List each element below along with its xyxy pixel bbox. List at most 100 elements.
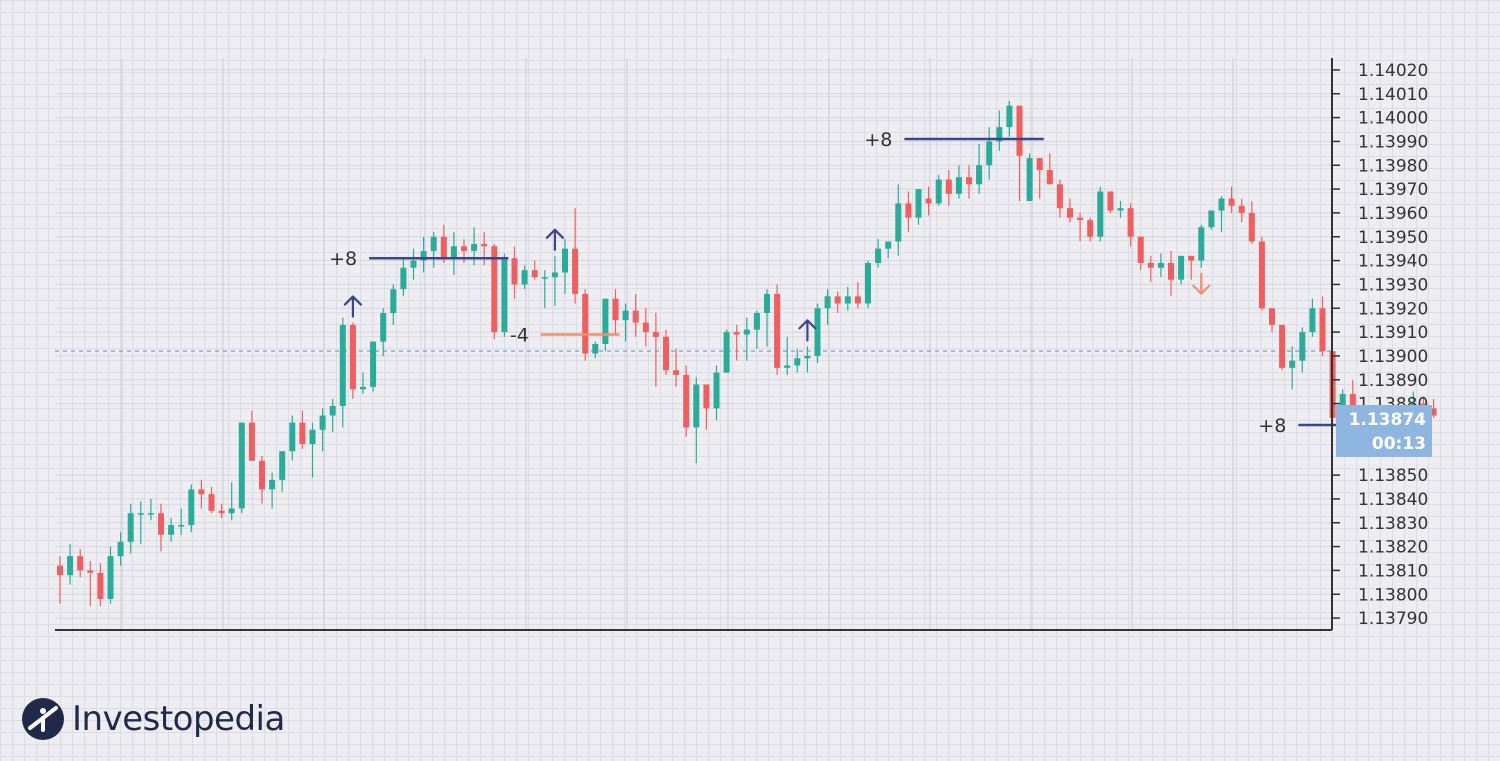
candle	[602, 298, 609, 352]
candle-body	[814, 308, 821, 356]
candle	[289, 415, 296, 461]
candle-body	[188, 489, 195, 526]
candle-body	[693, 384, 700, 428]
candle	[279, 451, 286, 492]
candle	[349, 322, 356, 399]
y-tick-label: 1.13990	[1358, 132, 1428, 152]
candle	[1036, 158, 1043, 199]
candle-body	[420, 251, 427, 261]
candle	[1107, 191, 1114, 213]
candle-body	[1269, 308, 1275, 325]
candle	[390, 284, 397, 325]
trade-label: +8	[864, 129, 892, 151]
candle-body	[966, 177, 972, 185]
candle-body	[834, 296, 841, 304]
candle	[1218, 196, 1225, 232]
candle-body	[329, 405, 336, 416]
candle-body	[723, 332, 730, 373]
y-tick-label: 1.13830	[1358, 514, 1428, 534]
candle	[1157, 253, 1164, 278]
current-price-tag-box	[1336, 405, 1432, 457]
candle-body	[1016, 105, 1023, 156]
candle-body	[147, 513, 154, 515]
y-tick-label: 1.13810	[1358, 561, 1428, 581]
candle	[87, 560, 94, 607]
candle	[329, 398, 336, 433]
candle-body	[1107, 191, 1114, 211]
candle-body	[471, 243, 478, 252]
y-tick-label: 1.13910	[1358, 323, 1428, 343]
candle	[673, 348, 680, 387]
candle	[1430, 398, 1437, 418]
candle	[491, 243, 498, 340]
candle	[1198, 224, 1205, 268]
candle	[1289, 346, 1296, 390]
candle	[1168, 251, 1174, 297]
candle-body	[1248, 212, 1255, 242]
candle	[1137, 236, 1144, 271]
candle	[966, 165, 972, 199]
candle	[1046, 153, 1053, 185]
candle-body	[137, 513, 144, 515]
candle	[309, 422, 316, 478]
arrow-up-icon	[343, 295, 362, 318]
candle-body	[652, 332, 659, 337]
candle	[1309, 298, 1316, 337]
candle-body	[794, 358, 801, 366]
candle-body	[97, 572, 104, 600]
candle-body	[77, 556, 84, 571]
y-tick-label: 1.13980	[1358, 156, 1428, 176]
candle-body	[400, 267, 407, 290]
candle	[339, 317, 346, 428]
candle	[410, 248, 417, 280]
candle	[915, 189, 922, 225]
candle	[1077, 212, 1084, 242]
candle	[1208, 210, 1215, 230]
candle-body	[551, 272, 558, 278]
candle	[299, 410, 306, 449]
candle-body	[67, 556, 74, 576]
candle-body	[178, 525, 185, 527]
candle-body	[996, 127, 1003, 142]
candle	[824, 289, 831, 325]
candle	[1056, 179, 1063, 218]
candle	[228, 482, 235, 521]
candle	[541, 270, 548, 309]
candle-body	[895, 203, 902, 242]
candle-body	[844, 296, 851, 304]
candle	[471, 227, 478, 266]
candle	[925, 186, 932, 216]
candle	[1087, 217, 1094, 242]
candle-body	[562, 248, 568, 273]
candle-body	[1218, 198, 1225, 211]
candle-body	[1178, 255, 1185, 280]
candle-body	[198, 489, 205, 495]
candle	[753, 310, 760, 349]
candle-body	[168, 525, 175, 535]
candle-body	[248, 422, 255, 461]
candle-body	[1279, 324, 1286, 368]
candle-body	[1299, 332, 1306, 361]
candle-body	[774, 293, 781, 368]
candle-body	[986, 141, 993, 166]
brand-name: Investopedia	[72, 699, 285, 739]
y-tick-label: 1.13790	[1358, 609, 1428, 629]
candle-body	[1147, 262, 1154, 268]
candle	[208, 487, 215, 514]
candle-body	[885, 241, 892, 249]
candle	[178, 508, 185, 535]
y-axis-ticks: 1.14020 1.14010 1.14000 1.13990 1.13980 1.139…	[1332, 61, 1428, 629]
candle-body	[491, 246, 498, 333]
candle-body	[1137, 236, 1144, 263]
y-tick-label: 1.13890	[1358, 371, 1428, 391]
candle	[642, 308, 649, 347]
candle-body	[612, 298, 619, 321]
candle	[713, 365, 720, 421]
candle-body	[481, 243, 488, 247]
y-tick-label: 1.13940	[1358, 252, 1428, 272]
candle	[1147, 255, 1154, 283]
candle	[1127, 203, 1134, 247]
candle	[1188, 255, 1195, 280]
candle	[895, 184, 902, 256]
candle	[986, 127, 993, 180]
